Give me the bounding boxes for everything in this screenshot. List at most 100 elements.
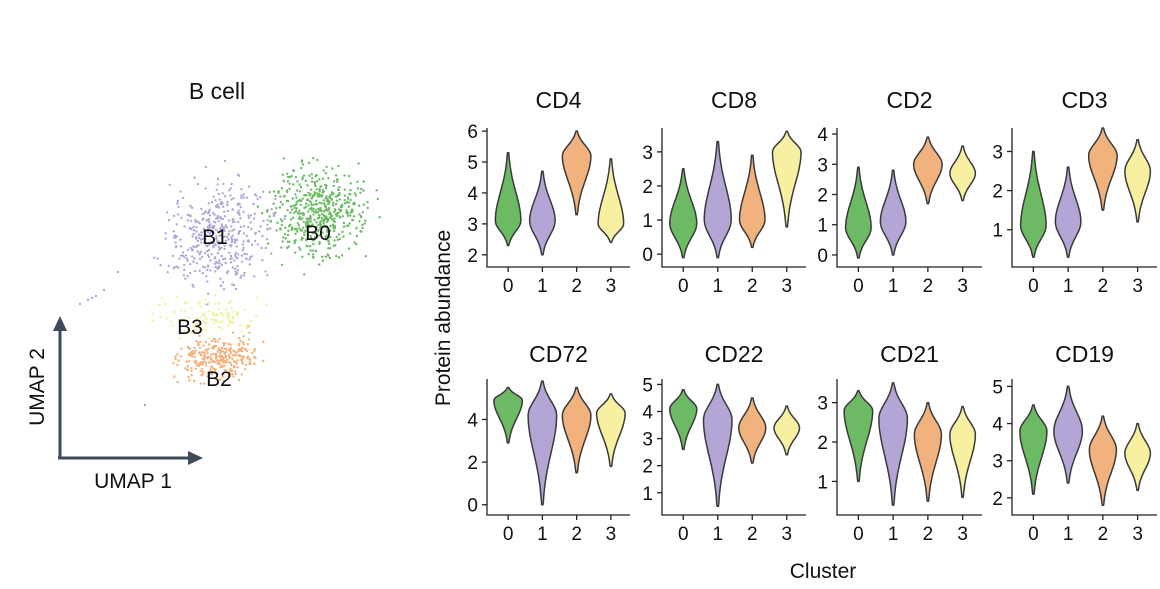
umap-point: [217, 266, 221, 269]
umap-point: [331, 167, 334, 170]
x-tick-label: 2: [747, 276, 758, 297]
umap-point: [198, 301, 202, 304]
umap-point: [205, 234, 208, 237]
violin-panel-title: CD21: [880, 341, 939, 367]
umap-point: [289, 223, 292, 226]
umap-point: [237, 344, 240, 347]
umap-point: [168, 183, 171, 186]
umap-point: [242, 240, 245, 243]
umap-point: [219, 234, 223, 237]
umap-point: [289, 205, 292, 208]
umap-point: [308, 199, 311, 203]
umap-point: [199, 354, 202, 357]
umap-point: [197, 343, 200, 346]
umap-point: [217, 359, 221, 363]
umap-point: [215, 188, 218, 191]
umap-point: [202, 344, 205, 347]
umap-point: [358, 204, 361, 207]
umap-point: [357, 162, 360, 165]
umap-point: [305, 238, 308, 241]
umap-point: [204, 165, 208, 169]
violin-cluster-3: [773, 405, 801, 456]
umap-point: [234, 372, 237, 376]
umap-point: [256, 296, 259, 299]
umap-point: [216, 177, 220, 181]
umap-point: [209, 368, 212, 371]
umap-point: [204, 340, 208, 344]
umap-point: [198, 257, 202, 261]
umap-points: [78, 157, 381, 407]
umap-point: [194, 323, 198, 326]
umap-point: [209, 269, 212, 272]
umap-point: [282, 157, 285, 160]
umap-point: [247, 185, 251, 188]
umap-point: [203, 211, 206, 215]
umap-point: [312, 255, 315, 259]
umap-point: [241, 243, 245, 246]
umap-point: [298, 183, 301, 186]
umap-point: [226, 311, 230, 314]
umap-point: [201, 271, 204, 275]
umap-point: [213, 257, 216, 260]
umap-point: [220, 223, 223, 226]
umap-point: [280, 220, 284, 223]
umap-point: [200, 367, 204, 371]
umap-point: [333, 225, 336, 228]
umap-point: [240, 346, 244, 350]
umap-point: [234, 270, 237, 273]
umap-point: [78, 302, 82, 306]
umap-point: [213, 302, 217, 306]
violin-panel-axes: [661, 128, 806, 268]
umap-point: [226, 200, 229, 204]
umap-point: [298, 215, 302, 218]
umap-point: [315, 225, 318, 229]
umap-point: [341, 230, 344, 234]
x-tick-label: 1: [1063, 276, 1074, 297]
umap-point: [201, 351, 204, 354]
umap-point: [362, 203, 365, 206]
umap-point: [203, 321, 206, 324]
umap-point: [201, 314, 204, 317]
y-tick-label: 3: [992, 142, 1003, 163]
umap-point: [176, 363, 179, 367]
umap-point: [143, 403, 147, 407]
y-tick-label: 1: [817, 216, 828, 237]
umap-point: [315, 221, 318, 224]
umap-point: [86, 298, 90, 302]
umap-point: [232, 354, 235, 357]
umap-point: [313, 193, 316, 196]
violin-cluster-0: [843, 390, 874, 483]
umap-point: [192, 245, 195, 249]
violin-cluster-2: [561, 386, 592, 474]
umap-point: [240, 196, 243, 200]
y-tick-label: 1: [992, 221, 1003, 242]
umap-point: [204, 187, 207, 190]
umap-point: [186, 219, 190, 222]
umap-point: [197, 324, 200, 327]
umap-point: [332, 201, 335, 204]
umap-point: [239, 354, 242, 358]
umap-point: [248, 360, 251, 363]
umap-point: [206, 268, 209, 272]
umap-panel: B cell B0 B1 B2 B3 UMAP 1 UMAP 2: [26, 78, 381, 493]
umap-point: [281, 203, 284, 206]
umap-point: [257, 230, 261, 233]
umap-point: [321, 191, 324, 194]
violin-cluster-1: [1054, 166, 1082, 258]
umap-point: [218, 198, 221, 201]
umap-point: [240, 329, 244, 333]
umap-point: [177, 205, 180, 209]
umap-point: [248, 331, 251, 334]
umap-point: [223, 244, 226, 247]
umap-point: [240, 260, 244, 263]
umap-point: [164, 237, 167, 240]
umap-point: [229, 261, 233, 264]
umap-point: [164, 232, 168, 235]
umap-point: [207, 310, 210, 313]
umap-point: [206, 231, 210, 234]
umap-point: [272, 190, 276, 193]
umap-point: [207, 211, 210, 214]
x-tick-label: 1: [888, 524, 899, 545]
umap-point: [329, 247, 332, 250]
umap-point: [200, 231, 203, 234]
